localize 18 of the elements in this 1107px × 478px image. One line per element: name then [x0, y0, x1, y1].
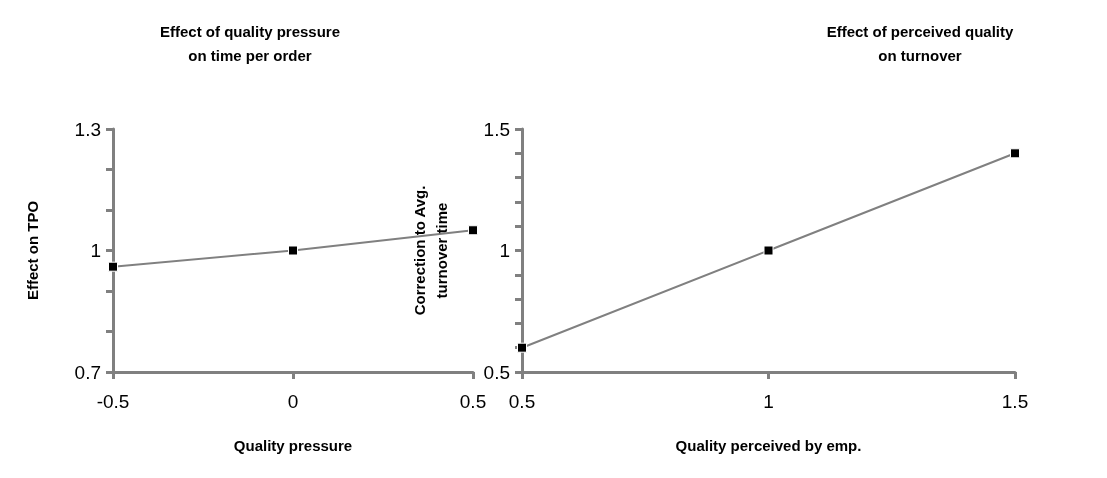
x-tick-label: 0.5	[459, 391, 487, 412]
y-tick-label: 0.5	[483, 361, 510, 383]
y-tick-label: 1.3	[74, 118, 101, 140]
x-tick-label: 1	[763, 391, 774, 412]
y-tick-label: 1.5	[483, 118, 510, 140]
x-axis-title: Quality pressure	[233, 436, 353, 454]
y-axis-title: Effect on TPO	[23, 200, 41, 301]
x-tick-label: 1.5	[1001, 391, 1029, 412]
chart-title: Effect of quality pressure on time per order	[159, 22, 341, 64]
y-tick-label: 1	[90, 240, 101, 261]
x-tick-label: 0	[287, 391, 299, 412]
x-tick-label: 0.5	[508, 391, 536, 412]
y-tick-label: 1	[499, 240, 510, 261]
y-axis-title: Correction to Avg. turnover time	[410, 185, 450, 316]
chart-title: Effect of perceived quality on turnover	[826, 22, 1015, 64]
y-tick-label: 0.7	[74, 361, 101, 383]
x-tick-label: -0.5	[96, 391, 130, 412]
x-axis-title: Quality perceived by emp.	[675, 436, 862, 454]
